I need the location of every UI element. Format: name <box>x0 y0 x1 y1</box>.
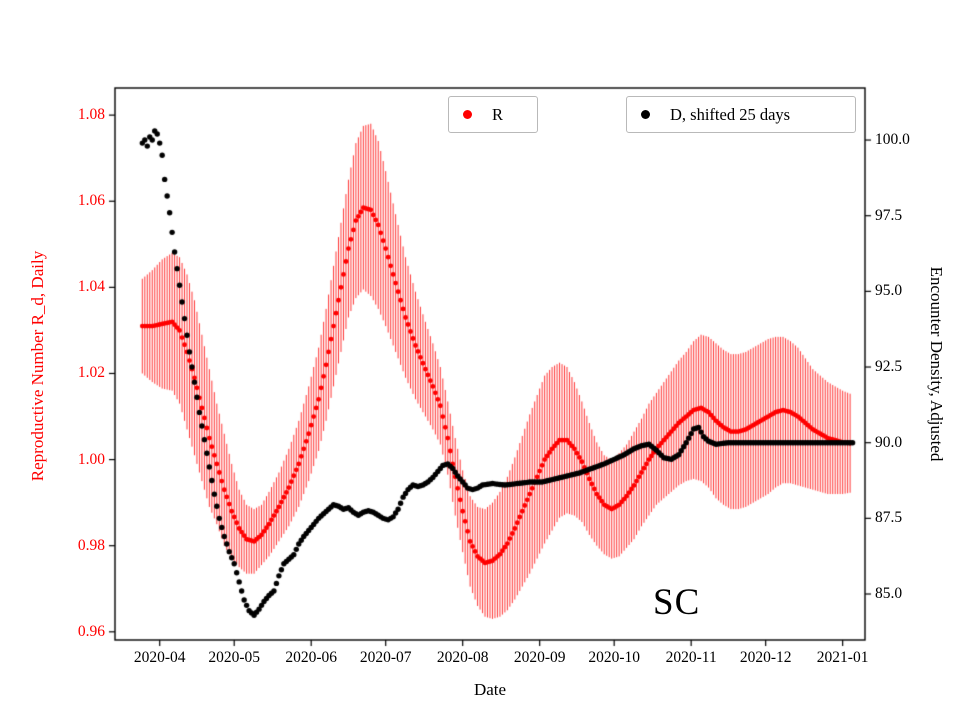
d-series-marker-icon <box>641 110 650 119</box>
legend-box-r: R <box>448 96 538 133</box>
legend-box-d: D, shifted 25 days <box>626 96 856 133</box>
r-series-marker-icon <box>463 110 472 119</box>
y-axis-label-left: Reproductive Number R_d, Daily <box>28 250 47 482</box>
x-axis-label: Date <box>473 680 507 699</box>
y-axis-label-right: Encounter Density, Adjusted <box>927 266 946 462</box>
legend-r-label: R <box>492 104 504 124</box>
legend-d-label: D, shifted 25 days <box>670 104 791 124</box>
state-annotation: SC <box>653 582 701 623</box>
